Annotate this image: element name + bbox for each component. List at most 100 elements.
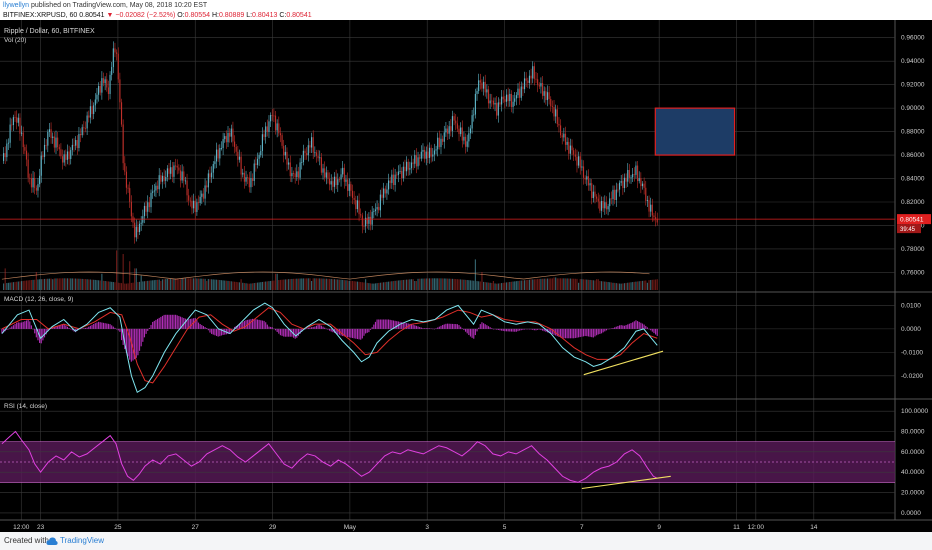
macd-histogram-bar — [30, 325, 32, 329]
volume-bar — [460, 279, 462, 290]
macd-histogram-bar — [32, 328, 34, 330]
macd-histogram-bar — [160, 316, 162, 329]
volume-bar — [204, 278, 206, 290]
macd-histogram-bar — [135, 328, 137, 358]
candle-body — [424, 149, 426, 159]
macd-histogram-bar — [502, 328, 504, 331]
macd-histogram-bar — [168, 314, 170, 329]
candle-body — [117, 53, 119, 80]
macd-histogram-bar — [40, 328, 42, 344]
candle-body — [107, 87, 109, 94]
candle-body — [294, 173, 296, 178]
candle-body — [173, 165, 175, 177]
candle-body — [560, 125, 562, 136]
volume-bar — [479, 281, 481, 290]
macd-histogram-bar — [537, 328, 539, 330]
candle-body — [596, 196, 598, 199]
volume-bar — [538, 278, 540, 290]
candle-body — [58, 147, 60, 150]
macd-histogram-bar — [332, 328, 334, 333]
macd-histogram-bar — [166, 314, 168, 329]
candle-body — [627, 170, 629, 182]
chart-svg[interactable]: 12:00 23 25 27 29 May 3 5 7 9 11 12:00 14 0.96000 0.94… — [0, 20, 932, 532]
volume-bar — [412, 279, 414, 290]
volume-bar — [471, 280, 473, 290]
candle-body — [445, 128, 447, 133]
candle-body — [574, 154, 576, 157]
author-link[interactable]: llywellyn — [3, 2, 30, 9]
macd-histogram-bar — [442, 324, 444, 329]
candle-body — [599, 201, 601, 211]
macd-histogram-bar — [140, 328, 142, 347]
macd-histogram-bar — [460, 326, 462, 329]
tradingview-logo[interactable]: TradingView — [46, 535, 126, 547]
candle-body — [656, 219, 658, 223]
candle-body — [270, 115, 272, 122]
candle-body — [60, 149, 62, 157]
macd-histogram-bar — [202, 326, 205, 329]
macd-histogram-bar — [327, 328, 329, 330]
macd-histogram-bar — [342, 328, 344, 337]
candle-body — [633, 174, 635, 175]
volume-bar — [156, 279, 159, 290]
volume-bar — [137, 282, 139, 290]
volume-bar — [374, 283, 377, 290]
macd-histogram-bar — [440, 325, 442, 329]
volume-bar — [527, 279, 529, 290]
volume-bar — [497, 283, 499, 290]
volume-bar — [253, 283, 255, 290]
macd-histogram-bar — [392, 320, 395, 329]
x-tick-label: 14 — [810, 524, 818, 531]
candle-body — [94, 99, 96, 106]
volume-bar — [641, 280, 644, 290]
macd-histogram-bar — [119, 328, 121, 332]
candle-body — [497, 102, 499, 116]
macd-histogram-bar — [378, 319, 380, 329]
volume-bar — [138, 281, 141, 290]
macd-histogram-bar — [412, 324, 414, 329]
x-tick-label: 9 — [657, 524, 661, 531]
macd-histogram-bar — [286, 328, 288, 337]
candle-body — [240, 156, 242, 175]
volume-bar — [84, 279, 87, 290]
macd-histogram-bar — [47, 328, 49, 332]
macd-histogram-bar — [582, 328, 585, 337]
volume-bar — [428, 278, 431, 290]
volume-bar — [179, 279, 182, 290]
volume-bar — [533, 279, 535, 290]
macd-histogram-bar — [161, 315, 164, 329]
candle-body — [61, 156, 64, 163]
candle-body — [289, 162, 291, 177]
macd-histogram-bar — [574, 328, 576, 339]
macd-histogram-bar — [384, 319, 386, 329]
x-tick-label: 27 — [192, 524, 200, 531]
candle-body — [140, 222, 142, 224]
volume-bar — [65, 278, 67, 290]
macd-histogram-bar — [273, 328, 275, 330]
candle-body — [307, 145, 309, 156]
macd-histogram-bar — [481, 322, 483, 329]
candle-body — [21, 132, 23, 134]
volume-bar — [560, 278, 562, 290]
candle-body — [632, 174, 634, 178]
chart-area[interactable]: 12:00 23 25 27 29 May 3 5 7 9 11 12:00 14 0.96000 0.94… — [0, 20, 932, 532]
candle-body — [568, 141, 570, 154]
volume-bar — [310, 281, 313, 290]
macd-histogram-bar — [233, 326, 236, 329]
macd-histogram-bar — [283, 328, 285, 337]
volume-bar — [424, 278, 426, 290]
candle-body — [427, 151, 429, 158]
candle-body — [52, 136, 54, 138]
macd-histogram-bar — [35, 328, 37, 338]
candle-body — [143, 205, 146, 217]
candle-body — [389, 180, 391, 183]
volume-bar — [632, 282, 634, 290]
volume-bar — [561, 278, 563, 290]
open-label: O: — [177, 12, 185, 19]
volume-bar — [201, 278, 203, 290]
macd-histogram-bar — [558, 328, 560, 337]
candle-body — [84, 128, 87, 130]
x-tick-label: 5 — [503, 524, 507, 531]
volume-bar — [347, 280, 349, 290]
volume-bar — [17, 281, 19, 290]
